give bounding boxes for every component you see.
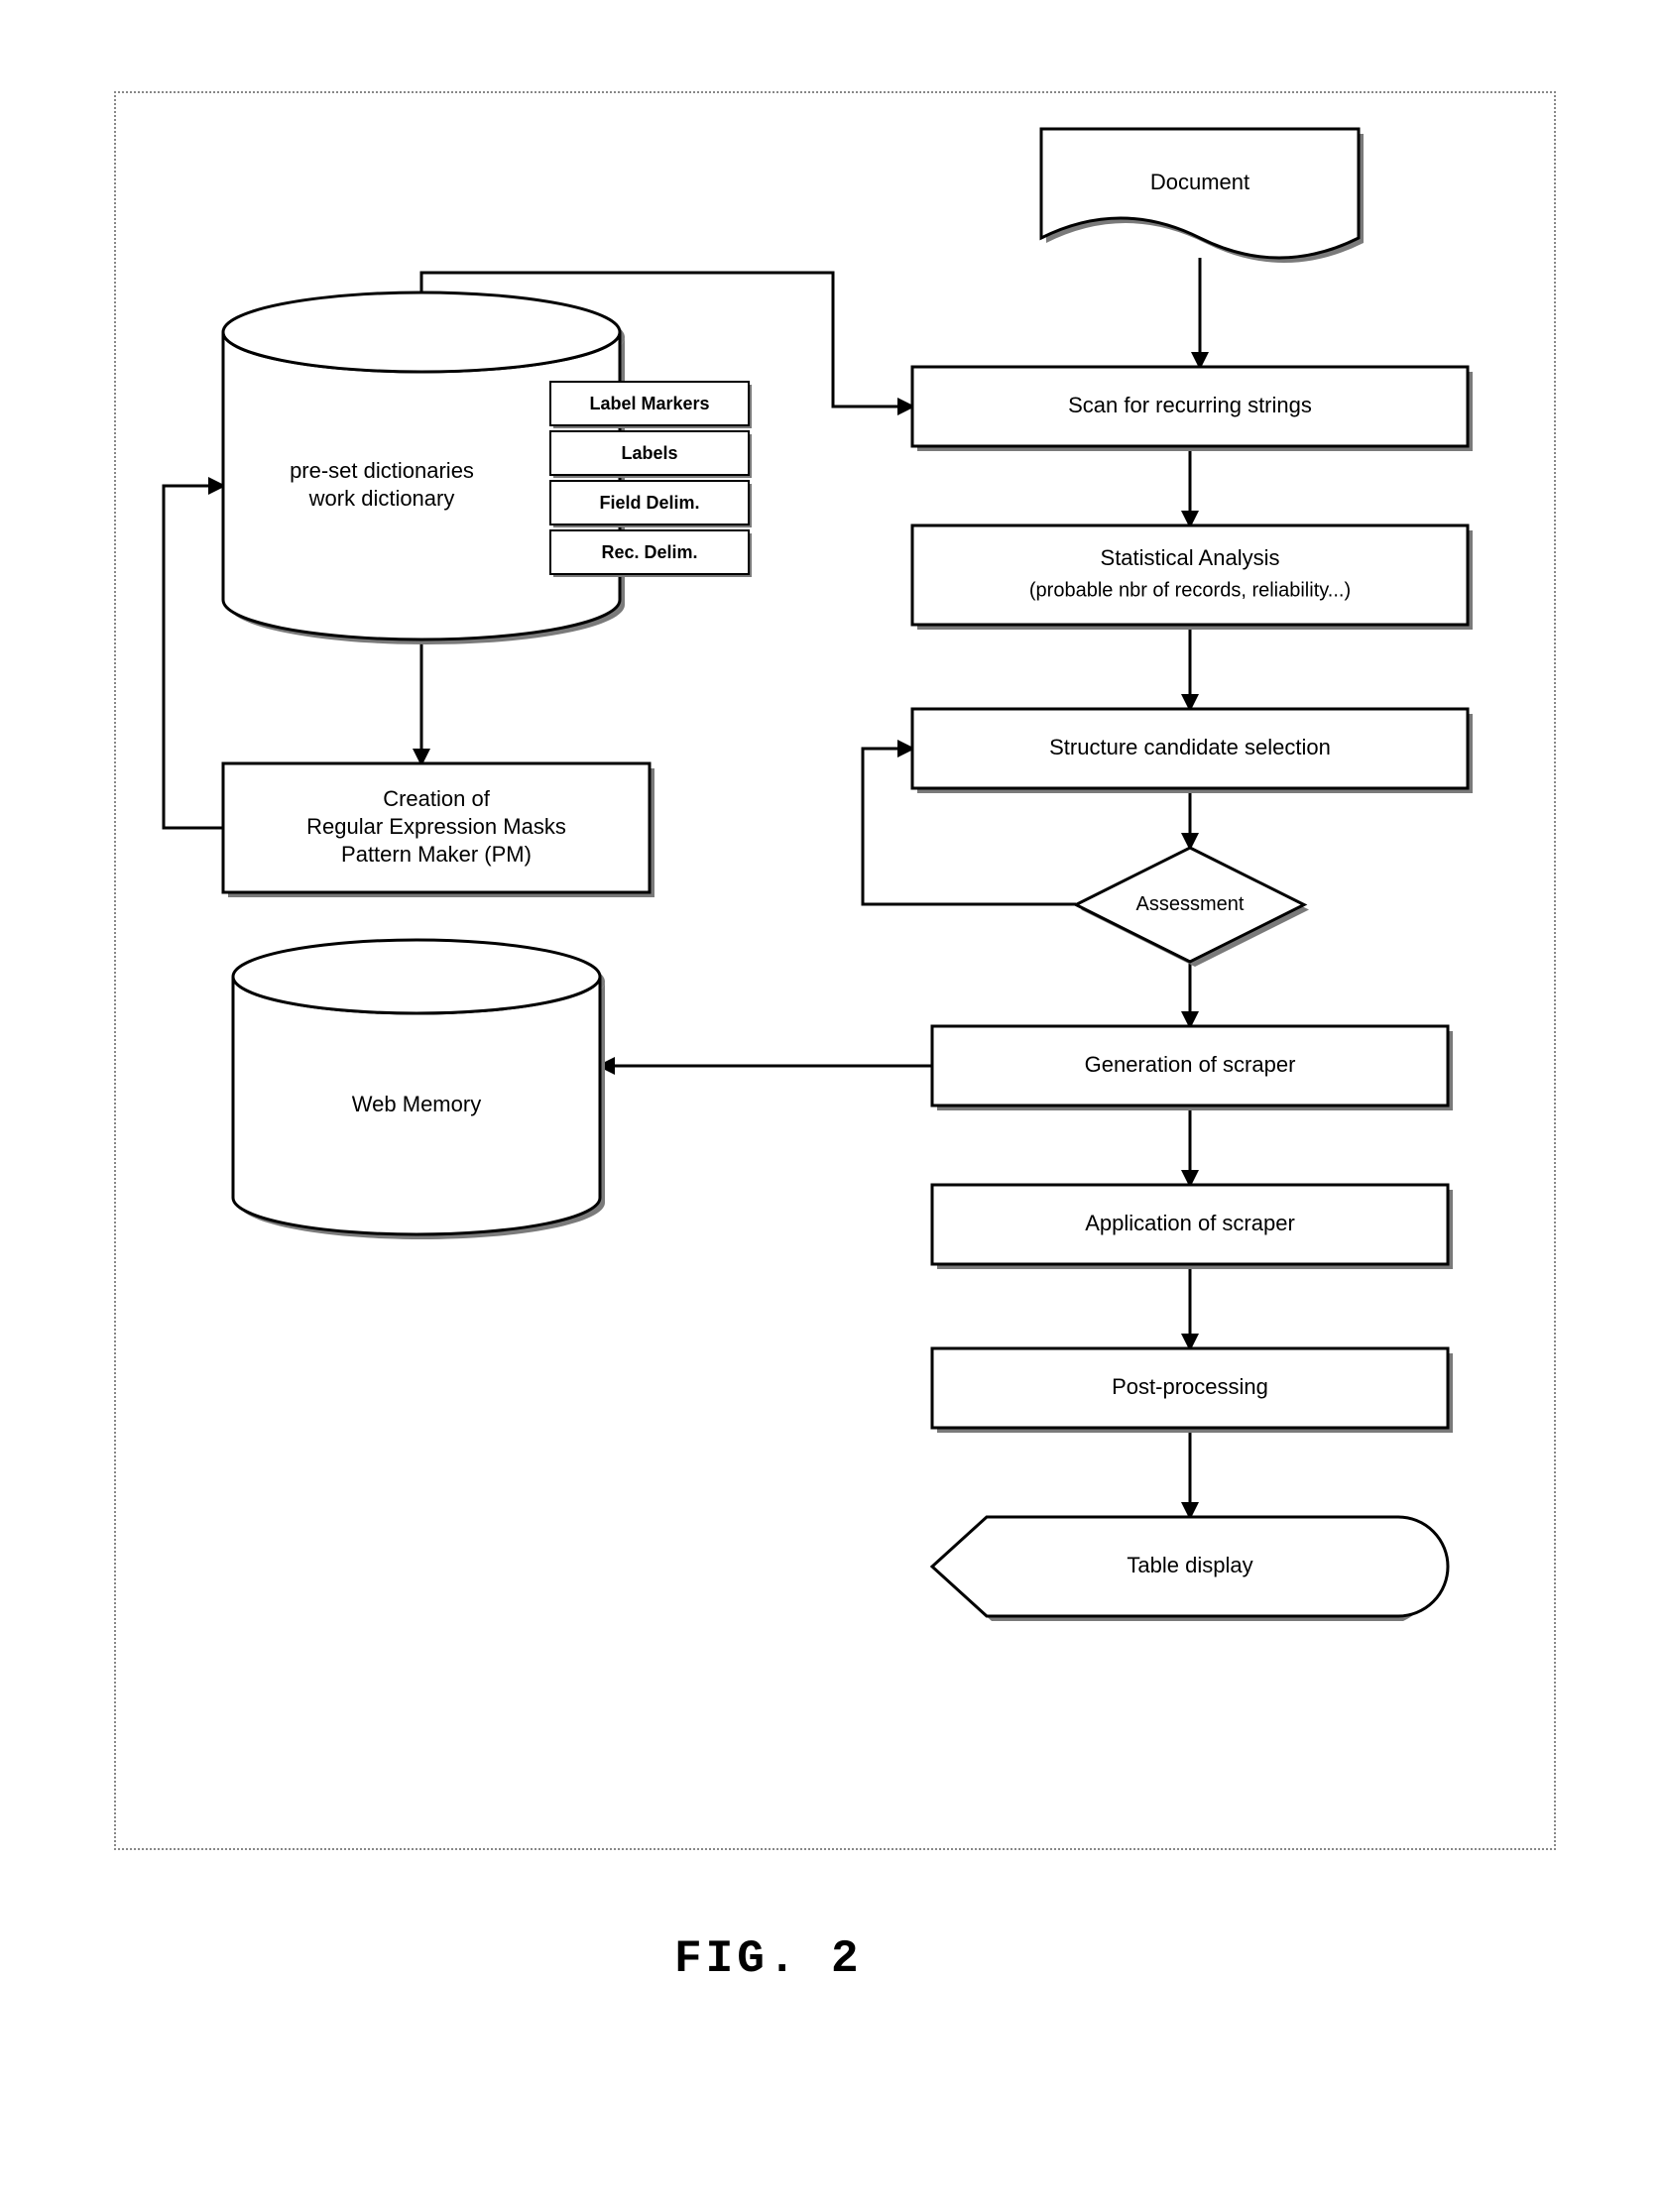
figure-caption: FIG. 2 — [674, 1933, 863, 1985]
flowchart-svg: Document Scan for recurring strings Statis… — [0, 0, 1664, 2212]
svg-text:Document: Document — [1150, 170, 1249, 194]
svg-text:Statistical Analysis: Statistical Analysis — [1101, 545, 1280, 570]
svg-text:Scan for recurring strings: Scan for recurring strings — [1068, 393, 1312, 417]
svg-text:Label Markers: Label Markers — [589, 394, 709, 413]
svg-text:Labels: Labels — [621, 443, 677, 463]
svg-text:Rec. Delim.: Rec. Delim. — [601, 542, 697, 562]
svg-text:Application of scraper: Application of scraper — [1085, 1211, 1295, 1235]
svg-text:Assessment: Assessment — [1136, 893, 1245, 915]
svg-text:Post-processing: Post-processing — [1112, 1374, 1268, 1399]
svg-text:Generation of scraper: Generation of scraper — [1085, 1052, 1296, 1077]
page: Document Scan for recurring strings Statis… — [0, 0, 1664, 2212]
svg-text:Structure candidate selection: Structure candidate selection — [1049, 735, 1331, 759]
svg-text:Web Memory: Web Memory — [352, 1092, 481, 1116]
svg-text:Table display: Table display — [1127, 1553, 1252, 1577]
svg-text:work dictionary: work dictionary — [308, 486, 455, 511]
svg-text:Creation of: Creation of — [383, 786, 491, 811]
svg-text:(probable nbr of records, reli: (probable nbr of records, reliability...… — [1029, 579, 1351, 601]
svg-text:Field Delim.: Field Delim. — [599, 493, 699, 513]
svg-text:Regular Expression Masks: Regular Expression Masks — [306, 814, 566, 839]
svg-text:pre-set dictionaries: pre-set dictionaries — [290, 458, 474, 483]
svg-text:Pattern Maker (PM): Pattern Maker (PM) — [341, 842, 532, 867]
